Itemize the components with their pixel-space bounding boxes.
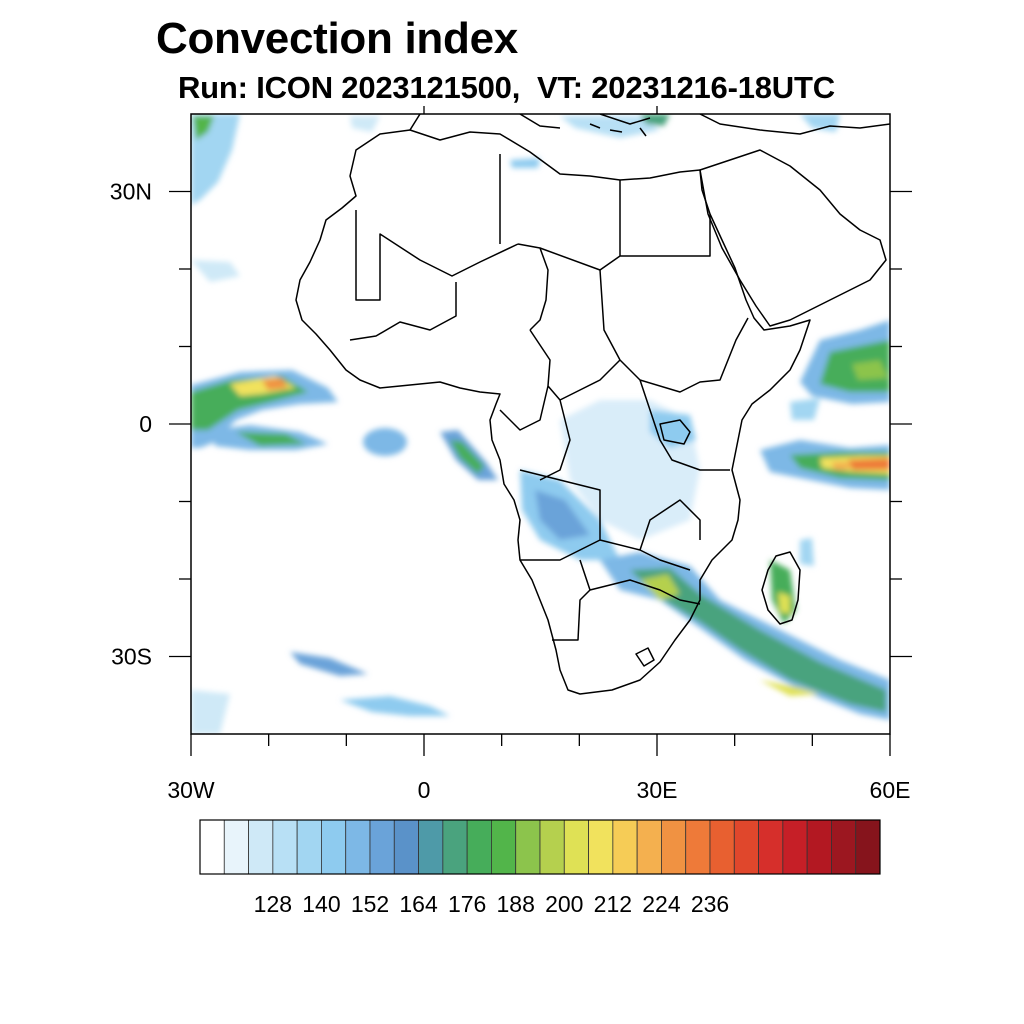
colorbar-box xyxy=(393,819,419,875)
colorbar-label: 176 xyxy=(448,891,486,917)
field-angola-core xyxy=(535,490,590,540)
colorbar-box xyxy=(855,819,881,875)
colorbar-box xyxy=(806,819,832,875)
colorbar-box xyxy=(782,819,808,875)
field-io-mid xyxy=(790,398,820,420)
northwest-africa-borders xyxy=(355,210,519,301)
field-nw-corner xyxy=(191,114,240,205)
egypt-libya-borders xyxy=(499,154,711,271)
colorbar-box xyxy=(709,819,735,875)
axis-ticks xyxy=(169,106,912,756)
field-sahara-1 xyxy=(510,158,540,168)
mediterranean-islands xyxy=(589,123,647,137)
x-tick-label: 60E xyxy=(870,777,911,803)
x-tick-label: 30W xyxy=(167,777,215,803)
colorbar-box xyxy=(563,819,589,875)
field-io-eq-hottest xyxy=(848,458,890,470)
colorbar-box xyxy=(442,819,468,875)
colorbar-label: 128 xyxy=(254,891,292,917)
field-atl-west-hot xyxy=(262,378,288,390)
europe-coast xyxy=(409,114,890,135)
x-tick-label: 30E xyxy=(637,777,678,803)
colorbar-box xyxy=(539,819,565,875)
madagascar xyxy=(761,551,801,625)
coastlines xyxy=(295,114,890,695)
field-atl-mid xyxy=(363,428,407,456)
east-africa-borders xyxy=(599,269,749,471)
map-subtitle: Run: ICON 2023121500, VT: 20231216-18UTC xyxy=(178,70,835,105)
colorbar-box xyxy=(272,819,298,875)
colorbar-frame xyxy=(199,819,881,875)
colorbar: 128 140 152 164 176 188 200 212 224 236 xyxy=(199,819,881,917)
map-title: Convection index xyxy=(156,14,518,63)
southern-africa-borders xyxy=(519,469,701,641)
colorbar-box xyxy=(685,819,711,875)
field-gulf-guinea-core xyxy=(450,440,484,474)
field-io-south xyxy=(800,538,814,566)
convection-field xyxy=(191,114,890,734)
colorbar-box xyxy=(612,819,638,875)
field-med-3 xyxy=(640,114,670,126)
colorbar-box xyxy=(296,819,322,875)
field-sw-atl-1 xyxy=(290,652,368,676)
colorbar-label: 212 xyxy=(594,891,632,917)
y-tick-label: 30S xyxy=(111,644,152,670)
colorbar-box xyxy=(345,819,371,875)
colorbar-label: 236 xyxy=(691,891,729,917)
colorbar-label: 224 xyxy=(642,891,681,917)
colorbar-label: 164 xyxy=(399,891,438,917)
africa-coastline xyxy=(295,129,811,695)
colorbar-box xyxy=(248,819,274,875)
colorbar-box xyxy=(491,819,517,875)
colorbar-box xyxy=(588,819,614,875)
colorbar-box xyxy=(758,819,784,875)
colorbar-box xyxy=(418,819,444,875)
field-se-africa-core xyxy=(640,574,680,600)
sahara-borders xyxy=(349,243,549,341)
colorbar-box xyxy=(831,819,857,875)
y-tick-label: 30N xyxy=(110,179,152,205)
colorbar-box xyxy=(661,819,687,875)
colorbar-box xyxy=(733,819,759,875)
lake-victoria xyxy=(659,419,691,445)
field-med-4 xyxy=(800,114,840,132)
colorbar-label: 200 xyxy=(545,891,583,917)
colorbar-box xyxy=(636,819,662,875)
field-io-eq-edge xyxy=(832,462,850,470)
field-w-atl-1 xyxy=(191,260,240,282)
field-med-1 xyxy=(350,116,380,132)
axis-labels: 30W 0 30E 60E 30N 0 30S xyxy=(110,179,911,804)
field-med-2 xyxy=(560,116,660,138)
colorbar-box xyxy=(199,819,225,875)
field-madagascar xyxy=(770,560,796,624)
field-atl-west-2-core xyxy=(236,432,306,446)
central-africa-borders xyxy=(499,329,621,481)
field-se-africa-mid xyxy=(630,568,886,712)
colorbar-box xyxy=(515,819,541,875)
field-lake-victoria xyxy=(650,410,696,448)
colorbar-label: 140 xyxy=(302,891,340,917)
field-nw-core xyxy=(193,116,214,140)
colorbar-box xyxy=(223,819,249,875)
y-tick-label: 0 xyxy=(139,411,152,437)
lesotho xyxy=(635,647,655,667)
arabian-peninsula xyxy=(699,149,887,327)
colorbar-label: 188 xyxy=(497,891,535,917)
colorbar-label: 152 xyxy=(351,891,389,917)
field-madagascar-core xyxy=(778,592,790,614)
field-io-north-hot xyxy=(852,360,888,380)
field-sw-atl-2 xyxy=(340,696,450,716)
colorbar-box xyxy=(321,819,347,875)
field-sw-atl-3 xyxy=(191,690,230,734)
field-se-africa-core-2 xyxy=(760,680,820,696)
x-tick-label: 0 xyxy=(418,777,431,803)
colorbar-box xyxy=(369,819,395,875)
colorbar-box xyxy=(466,819,492,875)
